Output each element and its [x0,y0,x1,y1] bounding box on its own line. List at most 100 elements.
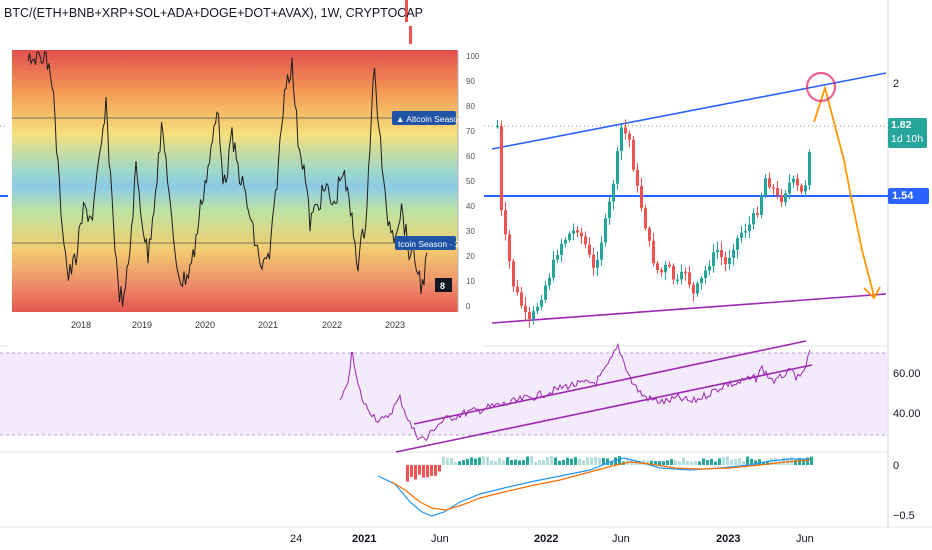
macd-histogram-bar [582,460,585,465]
rsi-channel-lower[interactable] [395,364,813,453]
inset-x-tick: 2019 [132,320,152,330]
inset-y-tick: 0 [466,302,471,311]
macd-histogram-bar [522,460,525,465]
candle-body [692,284,695,294]
upper-channel-line[interactable] [491,72,887,150]
macd-histogram-bar [722,456,725,465]
inset-x-tick: 2018 [71,320,91,330]
macd-histogram-bar [654,461,657,465]
candle-body [405,0,408,22]
candle-body [688,272,691,285]
macd-histogram-bar [666,460,669,465]
macd-histogram-bar [430,465,433,476]
macd-histogram-bar [706,460,709,465]
candle-body [780,195,783,203]
candle-body [628,133,631,140]
candle-body [548,277,551,286]
macd-histogram-bar [806,457,809,465]
macd-signal-line [391,459,811,511]
macd-histogram-bar [646,460,649,465]
candle-body [508,234,511,262]
candle-body [664,264,667,273]
macd-histogram-bar [726,456,729,465]
macd-histogram-bar [514,459,517,465]
bitcoin-season-label: tcoin Season · 25 [398,239,464,249]
candle-body [612,183,615,202]
macd-tick-neg-0-5: −0.5 [893,510,915,522]
candle-body [700,278,703,284]
candle-body [804,185,807,192]
inset-y-tick: 90 [466,77,475,86]
macd-histogram-bar [406,465,409,482]
candle-body [808,152,811,186]
macd-histogram [406,456,813,482]
lower-channel-line[interactable] [491,293,887,324]
candle-body [772,187,775,189]
macd-histogram-bar [770,458,773,465]
chart-title[interactable]: BTC/(ETH+BNB+XRP+SOL+ADA+DOGE+DOT+AVAX),… [4,6,423,20]
projection-path[interactable] [813,84,875,297]
candlestick-series [405,0,811,328]
candle-body [716,249,719,253]
macd-histogram-bar [530,456,533,465]
macd-histogram-bar [458,461,461,465]
macd-histogram-bar [506,457,509,465]
candle-body [768,178,771,188]
time-label-jun-2023: Jun [796,533,814,545]
candle-body [496,125,499,128]
candle-body [712,252,715,267]
macd-histogram-bar [482,456,485,465]
macd-histogram-bar [710,458,713,465]
candle-body [788,182,791,194]
highlight-circle-icon[interactable] [805,71,837,103]
last-price-value: 1.82 [891,119,912,131]
candle-body [516,286,519,293]
price-tick-2: 2 [893,78,899,90]
candle-body [764,178,767,196]
macd-histogram-bar [554,457,557,465]
macd-line [377,457,810,517]
macd-histogram-bar [446,458,449,465]
macd-histogram-bar [686,460,689,465]
candle-body [784,193,787,203]
macd-histogram-bar [518,460,521,465]
candle-body [660,269,663,273]
inset-y-tick: 20 [466,252,475,261]
bar-countdown: 1d 10h [891,133,924,145]
time-label-2022: 2022 [534,533,558,545]
rsi-channel-upper[interactable] [413,340,807,425]
macd-histogram-bar [562,459,565,465]
candle-body [732,249,735,258]
macd-histogram-bar [798,458,801,465]
macd-histogram-bar [754,460,757,465]
last-price-badge: 1.82 1d 10h [888,118,927,148]
candle-body [800,185,803,192]
candle-body [636,169,639,186]
macd-histogram-bar [454,461,457,465]
macd-histogram-bar [678,461,681,465]
macd-histogram-bar [574,457,577,465]
macd-histogram-bar [586,457,589,465]
candle-body [644,208,647,229]
macd-histogram-bar [498,457,501,465]
time-label-24: 24 [290,533,302,545]
arrow-down-icon [863,286,881,300]
candle-body [796,178,799,186]
macd-histogram-bar [550,456,553,465]
inset-y-tick: 60 [466,152,475,161]
candle-body [704,270,707,279]
macd-histogram-bar [794,459,797,465]
macd-histogram-bar [614,457,617,465]
inset-y-tick: 100 [466,52,480,61]
macd-histogram-bar [650,460,653,465]
candle-body [656,263,659,270]
macd-histogram-bar [690,461,693,465]
macd-histogram-bar [426,465,429,478]
macd-histogram-bar [738,458,741,465]
macd-histogram-bar [674,459,677,465]
macd-histogram-bar [566,457,569,465]
inset-y-tick: 40 [466,202,475,211]
macd-histogram-bar [698,461,701,465]
